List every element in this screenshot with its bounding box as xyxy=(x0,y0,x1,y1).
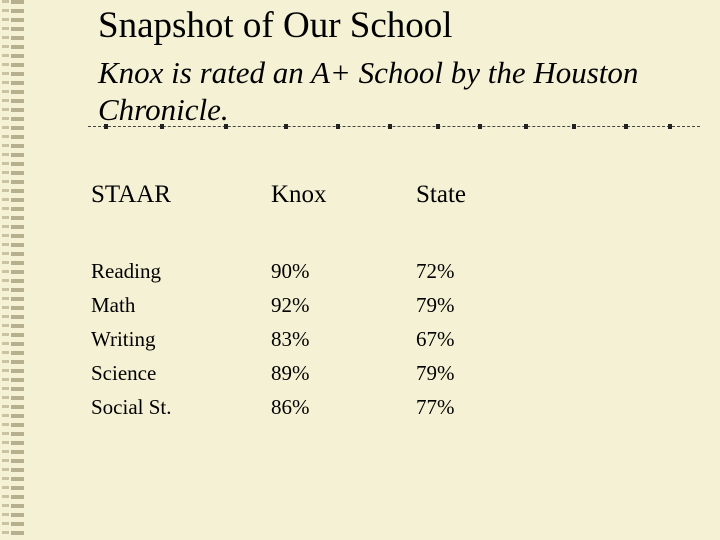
header-state: State xyxy=(416,181,466,208)
slide-title: Snapshot of Our School xyxy=(98,5,453,46)
state-value: 79% xyxy=(416,293,455,317)
state-value: 79% xyxy=(416,361,455,385)
divider-rule xyxy=(88,124,700,129)
state-value: 72% xyxy=(416,259,455,283)
knox-value: 86% xyxy=(271,395,310,419)
knox-value: 83% xyxy=(271,327,310,351)
knox-value: 89% xyxy=(271,361,310,385)
state-value: 77% xyxy=(416,395,455,419)
column-subject: STAAR Reading Math Writing Science Socia… xyxy=(91,180,172,424)
column-state: State 72% 79% 67% 79% 77% xyxy=(416,180,466,424)
row-label: Social St. xyxy=(91,395,172,419)
knox-value: 90% xyxy=(271,259,310,283)
row-label: Science xyxy=(91,361,157,385)
row-label: Writing xyxy=(91,327,156,351)
spiral-binding xyxy=(0,0,30,540)
row-label: Reading xyxy=(91,259,161,283)
state-value: 67% xyxy=(416,327,455,351)
header-staar: STAAR xyxy=(91,181,171,208)
slide-subtitle: Knox is rated an A+ School by the Housto… xyxy=(98,55,639,127)
row-label: Math xyxy=(91,293,136,317)
column-knox: Knox 90% 92% 83% 89% 86% xyxy=(271,180,327,424)
knox-value: 92% xyxy=(271,293,310,317)
header-knox: Knox xyxy=(271,181,327,208)
